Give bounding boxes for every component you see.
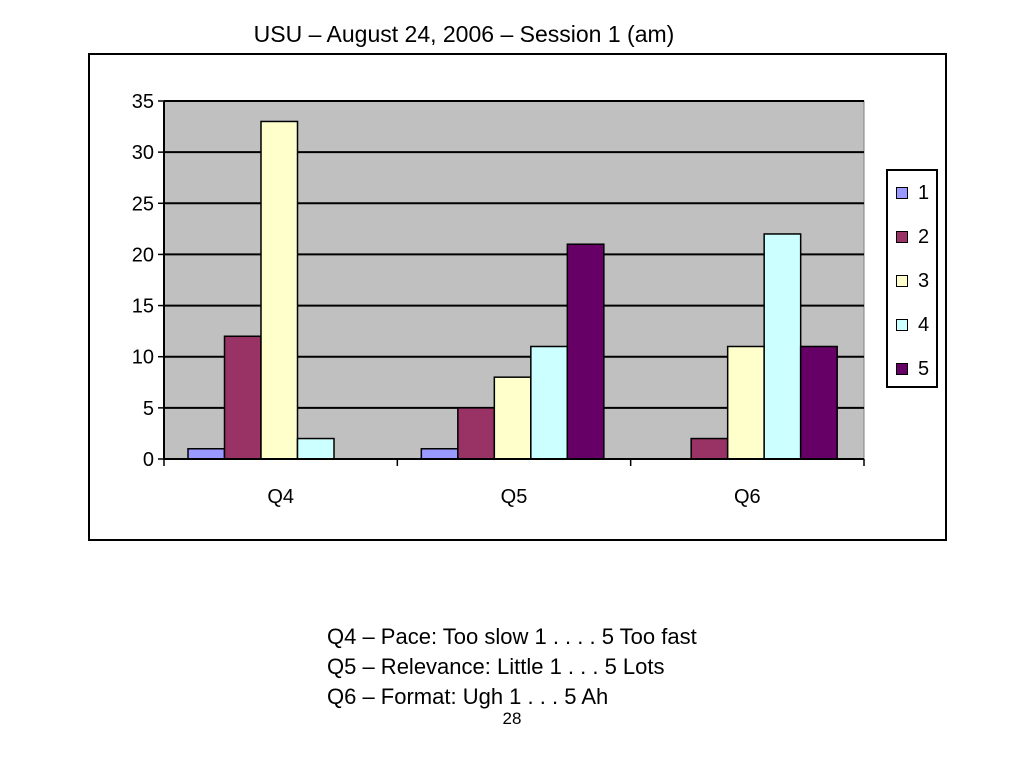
bar-chart: 0 5 10 15 20 25 30 35 Q4 Q5 Q6 xyxy=(132,91,865,508)
y-tick-label: 0 xyxy=(143,449,154,471)
bar xyxy=(493,376,532,460)
legend-swatch xyxy=(896,275,908,287)
legend-swatch xyxy=(896,319,908,331)
y-tick-label: 10 xyxy=(132,347,154,369)
bar xyxy=(187,448,226,460)
bar xyxy=(763,233,802,460)
legend-label: 2 xyxy=(918,226,930,248)
axes xyxy=(163,101,864,460)
x-axis-ticks: Q4 Q5 Q6 xyxy=(163,459,865,508)
question-notes: Q4 – Pace: Too slow 1 . . . . 5 Too fast… xyxy=(327,622,697,712)
y-tick-label: 15 xyxy=(132,296,154,318)
legend-item: 5 xyxy=(896,357,936,381)
legend-label: 4 xyxy=(918,314,930,336)
bar xyxy=(457,407,496,460)
bar xyxy=(726,345,765,460)
legend-label: 5 xyxy=(918,358,930,380)
legend-item: 1 xyxy=(896,181,936,205)
chart-legend: 1 2 3 4 5 xyxy=(886,169,938,388)
legend-item: 3 xyxy=(896,269,936,293)
bar xyxy=(690,437,729,460)
legend-label: 1 xyxy=(918,182,930,204)
y-tick-label: 35 xyxy=(132,91,154,113)
legend-swatch xyxy=(896,231,908,243)
bar xyxy=(566,243,605,460)
bar xyxy=(260,120,299,460)
bar xyxy=(296,437,335,460)
legend-swatch xyxy=(896,363,908,375)
y-tick-label: 30 xyxy=(132,142,154,164)
note-line-q6: Q6 – Format: Ugh 1 . . . 5 Ah xyxy=(327,684,609,709)
bar xyxy=(420,448,459,460)
slide-title: USU – August 24, 2006 – Session 1 (am) xyxy=(253,21,675,47)
legend-item: 2 xyxy=(896,225,936,249)
legend-label: 3 xyxy=(918,270,930,292)
bar xyxy=(223,335,262,460)
bars xyxy=(187,120,838,460)
note-line-q4: Q4 – Pace: Too slow 1 . . . . 5 Too fast xyxy=(327,624,697,649)
legend-swatch xyxy=(896,187,908,199)
x-tick-label: Q6 xyxy=(734,486,761,508)
chart-frame xyxy=(88,53,947,541)
y-tick-label: 5 xyxy=(143,398,154,420)
legend-item: 4 xyxy=(896,313,936,337)
y-axis-ticks: 0 5 10 15 20 25 30 35 xyxy=(132,91,164,471)
bar xyxy=(799,345,838,460)
x-tick-label: Q4 xyxy=(267,486,294,508)
page-number: 28 xyxy=(502,709,522,728)
x-tick-label: Q5 xyxy=(501,486,528,508)
y-tick-label: 20 xyxy=(132,244,154,266)
note-line-q5: Q5 – Relevance: Little 1 . . . 5 Lots xyxy=(327,654,665,679)
bar xyxy=(530,345,569,460)
y-tick-label: 25 xyxy=(132,193,154,215)
